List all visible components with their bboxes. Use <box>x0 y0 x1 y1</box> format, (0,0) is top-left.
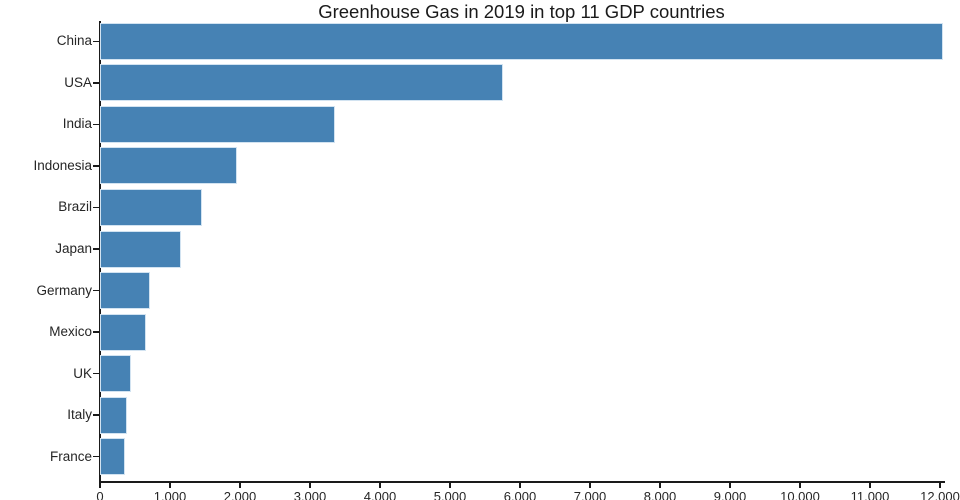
bar-italy <box>100 396 127 434</box>
x-tick-label: 4.000 <box>363 489 397 500</box>
bar-china <box>100 22 943 60</box>
x-axis-tick <box>379 482 381 488</box>
x-tick-label: 5.000 <box>433 489 467 500</box>
y-axis-tick <box>93 123 100 126</box>
x-axis-tick <box>519 482 521 488</box>
x-tick-label: 11.000 <box>850 489 890 500</box>
x-axis-tick <box>589 482 591 488</box>
bar-india <box>100 105 336 143</box>
x-tick-label: 6.000 <box>503 489 537 500</box>
x-tick-label: 0 <box>96 489 104 500</box>
y-axis-tick <box>93 40 100 43</box>
x-tick-label: 8.000 <box>643 489 677 500</box>
x-tick-label: 12.000 <box>920 489 960 500</box>
x-axis-tick <box>169 482 171 488</box>
y-axis-line <box>99 21 101 481</box>
y-axis-tick <box>93 206 100 209</box>
y-axis-tick <box>93 372 100 375</box>
x-axis-tick <box>939 482 941 488</box>
x-axis-tick <box>729 482 731 488</box>
y-axis-tick <box>93 82 100 84</box>
bar-usa <box>100 64 503 102</box>
x-tick-label: 1.000 <box>153 489 187 500</box>
bar-germany <box>100 272 151 310</box>
bar-uk <box>100 355 131 393</box>
x-axis-tick <box>309 482 311 488</box>
x-axis-tick <box>449 482 451 488</box>
y-axis-tick <box>93 289 100 292</box>
y-tick-label-usa: USA <box>64 74 92 90</box>
bar-mexico <box>100 313 147 351</box>
x-axis-tick <box>869 482 871 488</box>
y-tick-label-uk: UK <box>73 365 92 381</box>
y-tick-label-indonesia: Indonesia <box>33 157 92 173</box>
x-axis-tick <box>799 482 801 488</box>
bar-france <box>100 438 125 476</box>
x-axis-tick <box>99 482 101 488</box>
chart-title: Greenhouse Gas in 2019 in top 11 GDP cou… <box>318 1 725 22</box>
bar-indonesia <box>100 147 238 185</box>
x-axis-tick <box>659 482 661 488</box>
y-tick-label-japan: Japan <box>55 241 92 256</box>
y-axis-tick <box>93 165 100 167</box>
y-axis-tick <box>93 455 100 458</box>
bar-brazil <box>100 188 202 226</box>
y-tick-label-france: France <box>49 448 92 464</box>
y-axis-tick <box>93 248 100 250</box>
y-tick-label-brazil: Brazil <box>58 199 92 215</box>
y-tick-label-germany: Germany <box>36 282 92 298</box>
bar-japan <box>100 230 181 268</box>
y-axis-tick <box>93 414 100 416</box>
x-tick-label: 2.000 <box>223 489 257 500</box>
x-tick-label: 10.000 <box>780 489 820 500</box>
y-tick-label-india: India <box>62 116 92 132</box>
x-axis-tick <box>239 482 241 488</box>
y-tick-label-mexico: Mexico <box>49 324 92 340</box>
y-axis-tick <box>93 331 100 333</box>
x-tick-label: 9.000 <box>713 489 747 500</box>
x-tick-label: 7.000 <box>573 489 607 500</box>
y-tick-label-italy: Italy <box>67 407 92 423</box>
x-tick-label: 3.000 <box>293 489 327 500</box>
x-axis-line <box>98 481 946 483</box>
y-tick-label-china: China <box>56 33 92 49</box>
